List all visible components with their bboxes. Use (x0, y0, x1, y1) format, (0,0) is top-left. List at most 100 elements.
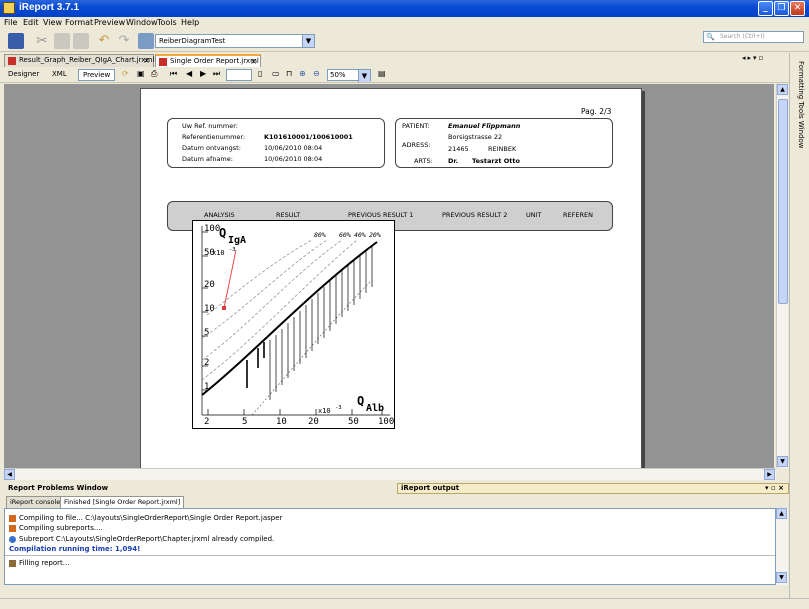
xml-mode-button[interactable]: XML (52, 70, 67, 78)
output-console[interactable]: Compiling to file... C:\layouts\SingleOr… (4, 508, 776, 585)
reload-icon[interactable]: ⟳ (122, 69, 129, 78)
x-axis-exponent: x10 -3 (318, 405, 342, 415)
menu-help[interactable]: Help (181, 18, 200, 27)
save-all-icon[interactable] (8, 33, 24, 49)
zoom-out-icon[interactable]: ⊖ (313, 69, 320, 78)
normal-range-hatching (246, 246, 373, 400)
preview-vertical-scrollbar[interactable]: ▲ ▼ (776, 84, 788, 468)
page-number-input[interactable] (226, 69, 252, 81)
report-problems-panel-header[interactable]: Report Problems Window (4, 483, 397, 494)
close-tab-icon[interactable]: × (250, 57, 257, 66)
formatting-tools-panel[interactable]: Formatting Tools Window (789, 53, 809, 598)
y-title-sub: IgA (228, 235, 246, 246)
close-tab-icon[interactable]: × (143, 56, 150, 65)
arts-label: ARTS: (414, 157, 433, 165)
reference-curves (201, 239, 378, 416)
info-icon (9, 535, 16, 543)
last-page-icon[interactable]: ⏭ (213, 69, 221, 78)
sample-date-label: Datum afname: (182, 155, 233, 163)
copy-icon[interactable] (54, 33, 70, 49)
report-page: Pag. 2/3 Uw Ref. nummer: Referentienumme… (140, 88, 642, 468)
editor-tabs: Result_Graph_Reiber_QIgA_Chart.jrxml × S… (0, 53, 789, 67)
search-placeholder: Search (Ctrl+I) (720, 33, 765, 40)
formatting-tools-label[interactable]: Formatting Tools Window (797, 61, 805, 149)
window-title: iReport 3.7.1 (19, 2, 80, 13)
normal-upper-limit-curve (201, 241, 378, 396)
title-bar: iReport 3.7.1 _ ❐ ✕ (0, 0, 809, 17)
panel-controls-icon[interactable]: ▾ ▫ × (765, 484, 784, 492)
tab-ireport-console[interactable]: iReport console (6, 496, 65, 508)
scroll-up-icon[interactable]: ▲ (776, 508, 787, 519)
menu-tools[interactable]: Tools (157, 18, 177, 27)
menu-preview[interactable]: Preview (94, 18, 126, 27)
console-tabs: iReport console Finished [Single Order R… (4, 495, 789, 508)
scroll-down-icon[interactable]: ▼ (776, 572, 787, 583)
console-scrollbar[interactable]: ▲ ▼ (776, 508, 788, 585)
zoom-select[interactable]: 50% ▼ (327, 69, 371, 82)
previous-page-icon[interactable]: ◀ (186, 69, 193, 78)
preview-mode-button[interactable]: Preview (78, 69, 116, 81)
x-tick-5: 5 (242, 417, 247, 427)
cut-icon[interactable]: ✂ (36, 33, 48, 49)
undo-icon[interactable]: ↶ (98, 33, 110, 48)
preview-horizontal-scrollbar[interactable]: ◀ ▶ (4, 468, 776, 480)
datasource-icon[interactable] (138, 33, 154, 49)
tab-finished-report[interactable]: Finished [Single Order Report.jrxml] (60, 496, 185, 508)
scroll-up-icon[interactable]: ▲ (777, 84, 788, 95)
percent-labels: 80% 60% 40% 20% (314, 231, 381, 239)
tab-single-order-report[interactable]: Single Order Report.jrxml × (155, 54, 261, 67)
designer-mode-button[interactable]: Designer (8, 70, 40, 78)
menu-edit[interactable]: Edit (23, 18, 39, 27)
y-tick-10: 10 (204, 304, 215, 314)
column-previous-result-2: PREVIOUS RESULT 2 (442, 211, 508, 219)
close-button[interactable]: ✕ (790, 1, 805, 16)
redo-icon[interactable]: ↷ (118, 33, 130, 48)
y-tick-5: 5 (204, 328, 209, 338)
lower-limit-curve (251, 279, 373, 416)
actual-size-icon[interactable]: ▯ (258, 69, 263, 78)
first-page-icon[interactable]: ⏮ (170, 69, 178, 78)
log-line: Compiling to file... C:\layouts\SingleOr… (9, 514, 282, 522)
datasource-combo[interactable]: ReiberDiagramTest ▼ (155, 34, 315, 48)
menu-window[interactable]: Window (126, 18, 158, 27)
search-icon: 🔍 (706, 33, 715, 41)
next-page-icon[interactable]: ▶ (200, 69, 207, 78)
main-toolbar: ✂ ↶ ↷ ReiberDiagramTest ▼ (0, 30, 809, 52)
save-icon[interactable]: ▣ (137, 69, 145, 78)
search-input[interactable]: 🔍 Search (Ctrl+I) (703, 31, 804, 43)
x-exp-power: -3 (335, 405, 342, 411)
menu-view[interactable]: View (43, 18, 62, 27)
scroll-down-icon[interactable]: ▼ (777, 456, 788, 467)
zoom-in-icon[interactable]: ⊕ (299, 69, 306, 78)
fit-page-icon[interactable]: ▭ (272, 69, 280, 78)
synthesis-curve-40 (201, 239, 343, 361)
print-icon[interactable]: ⎙ (151, 69, 158, 78)
paste-icon[interactable] (73, 33, 89, 49)
chevron-down-icon[interactable]: ▼ (302, 35, 314, 47)
export-icon[interactable]: ▤ (378, 69, 386, 78)
zoom-value: 50% (330, 71, 346, 79)
menu-format[interactable]: Format (65, 18, 94, 27)
column-previous-result-1: PREVIOUS RESULT 1 (348, 211, 414, 219)
percent-label-20: 20% (369, 231, 381, 239)
scroll-left-icon[interactable]: ◀ (4, 469, 15, 480)
scroll-right-icon[interactable]: ▶ (764, 469, 775, 480)
result-leader-line (223, 249, 237, 309)
menu-file[interactable]: File (4, 18, 18, 27)
ireport-output-panel-header[interactable]: iReport output ▾ ▫ × (397, 483, 789, 494)
app-icon (3, 2, 15, 14)
x-tick-100: 100 (378, 417, 394, 427)
minimize-button[interactable]: _ (758, 1, 773, 16)
synthesis-curve-80 (206, 239, 313, 316)
tab-navigation-icon[interactable]: ◂▸▾▫ (742, 54, 766, 62)
scrollbar-thumb[interactable] (778, 99, 788, 304)
maximize-button[interactable]: ❐ (774, 1, 789, 16)
tab-result-graph[interactable]: Result_Graph_Reiber_QIgA_Chart.jrxml × (4, 54, 154, 67)
x-title-main: Q (357, 394, 364, 408)
chevron-down-icon[interactable]: ▼ (358, 70, 370, 82)
fit-width-icon[interactable]: ⊓ (286, 69, 293, 78)
arts-title: Dr. (448, 157, 459, 165)
tab-label: Single Order Report.jrxml (170, 57, 259, 65)
column-unit: UNIT (526, 211, 542, 219)
synthesis-curve-60 (201, 239, 328, 339)
